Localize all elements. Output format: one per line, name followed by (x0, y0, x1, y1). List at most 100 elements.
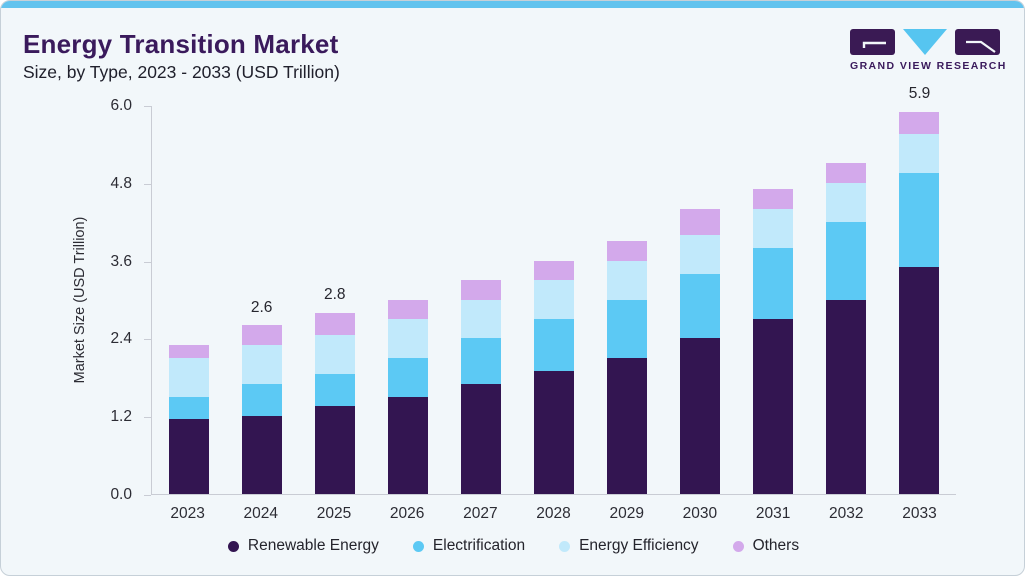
stacked-bar-2031 (753, 189, 794, 494)
x-tick-label-2024: 2024 (243, 505, 279, 522)
bar-segment-energy-efficiency (534, 280, 575, 319)
legend-item-renewable-energy: Renewable Energy (227, 537, 379, 555)
x-tick-label-2032: 2032 (829, 505, 864, 522)
bar-segment-others (241, 325, 282, 345)
stacked-bar-2033 (899, 111, 940, 494)
y-tick-mark (144, 495, 151, 496)
y-tick-mark (144, 183, 151, 185)
logo-g-icon (850, 29, 895, 55)
bar-column-2028 (517, 106, 590, 494)
bar-column-2027 (444, 106, 517, 494)
bar-segment-others (680, 208, 721, 235)
bar-segment-electrification (753, 247, 794, 319)
bar-segment-renewable-energy (899, 267, 940, 494)
legend-item-energy-efficiency: Energy Efficiency (559, 537, 699, 555)
plot-area: 2.6 2.8 5.9 (151, 85, 956, 495)
legend-swatch-icon (732, 540, 744, 552)
x-tick-label-2031: 2031 (755, 505, 791, 522)
bar-segment-energy-efficiency (387, 318, 428, 358)
bar-segment-electrification (241, 383, 282, 417)
bar-segment-energy-efficiency (607, 260, 648, 300)
stacked-bar-2028 (534, 260, 575, 494)
bar-segment-others (534, 260, 575, 281)
bar-segment-energy-efficiency (460, 299, 501, 339)
x-tick-label-2026: 2026 (389, 505, 425, 522)
stacked-bar-2026 (387, 299, 428, 494)
y-tick-label: 1.2 (110, 408, 132, 426)
legend-item-electrification: Electrification (412, 537, 526, 555)
legend-label: Others (752, 537, 800, 554)
stacked-bar-2029 (607, 241, 648, 494)
x-axis-labels: 2023 2024 2025 2026 2027 2028 2029 2030 2031 2032… (151, 505, 956, 523)
bar-segment-electrification (534, 318, 575, 371)
y-tick-label: 2.4 (110, 330, 132, 348)
bar-column-2031 (737, 106, 810, 494)
bar-segment-electrification (680, 273, 721, 339)
bar-column-2030 (664, 106, 737, 494)
bar-segment-energy-efficiency (753, 208, 794, 248)
bar-column-2026 (371, 106, 444, 494)
x-tick-label-2028: 2028 (536, 505, 571, 522)
y-tick-mark (144, 339, 151, 341)
bar-segment-renewable-energy (168, 419, 209, 494)
bar-segment-others (314, 312, 355, 336)
bar-segment-others (753, 189, 794, 209)
bar-segment-renewable-energy (534, 370, 575, 494)
bar-segment-electrification (387, 357, 428, 397)
bar-segment-renewable-energy (387, 396, 428, 494)
bar-column-2032 (810, 106, 883, 494)
bar-columns: 2.6 2.8 5.9 (152, 85, 956, 494)
y-tick-mark (144, 106, 151, 107)
stacked-bar-2027 (460, 280, 501, 494)
x-tick-label-2025: 2025 (316, 505, 352, 522)
x-tick-label-2029: 2029 (609, 505, 644, 522)
bar-segment-energy-efficiency (826, 182, 867, 222)
legend-swatch-icon (559, 540, 571, 552)
bar-segment-others (607, 241, 648, 261)
bar-column-2024: 2.6 (225, 106, 298, 494)
bar-total-label-2024: 2.6 (250, 299, 273, 317)
bar-segment-electrification (460, 338, 501, 384)
bar-segment-energy-efficiency (899, 134, 940, 174)
bar-segment-others (168, 344, 209, 358)
bar-segment-energy-efficiency (314, 335, 355, 375)
y-tick-label: 4.8 (110, 174, 132, 192)
bar-segment-electrification (314, 374, 355, 407)
bar-segment-renewable-energy (607, 357, 648, 494)
y-tick-label: 0.0 (110, 486, 132, 503)
bar-segment-energy-efficiency (680, 234, 721, 274)
stacked-bar-2025 (314, 312, 355, 494)
page-title: Energy Transition Market (23, 29, 339, 59)
y-tick-label: 6.0 (110, 97, 132, 114)
x-tick-label-2027: 2027 (463, 505, 498, 522)
bar-segment-electrification (607, 299, 648, 358)
legend-label: Electrification (432, 537, 526, 554)
bar-column-2025: 2.8 (298, 106, 371, 494)
bar-segment-renewable-energy (460, 383, 501, 494)
stacked-bar-2032 (826, 163, 867, 494)
brand-logo: GRAND VIEW RESEARCH (850, 28, 1007, 72)
bar-total-label-2033: 5.9 (908, 85, 931, 103)
bar-segment-renewable-energy (753, 318, 794, 494)
stacked-bar-2023 (168, 344, 209, 494)
legend-swatch-icon (227, 540, 239, 552)
legend-item-others: Others (732, 537, 800, 555)
stacked-bar-2030 (680, 208, 721, 494)
bar-column-2033: 5.9 (883, 85, 956, 494)
y-tick-mark (144, 417, 151, 419)
brand-logo-glyphs (850, 28, 1000, 56)
bar-segment-renewable-energy (314, 406, 355, 494)
bar-column-2023 (152, 106, 225, 494)
x-tick-label-2033: 2033 (902, 505, 937, 522)
brand-name: GRAND VIEW RESEARCH (850, 60, 1007, 72)
y-axis-title: Market Size (USD Trillion) (72, 216, 88, 384)
bar-segment-renewable-energy (241, 416, 282, 494)
chart-legend: Renewable Energy Electrification Energy Ef… (1, 537, 1024, 555)
bar-total-label-2025: 2.8 (323, 286, 346, 304)
x-tick-label-2023: 2023 (170, 505, 205, 522)
bar-segment-renewable-energy (680, 338, 721, 494)
bar-segment-others (387, 299, 428, 319)
bar-segment-energy-efficiency (241, 344, 282, 384)
y-axis: 6.0 4.8 3.6 2.4 1.2 0.0 (1, 97, 151, 503)
legend-swatch-icon (412, 540, 424, 552)
